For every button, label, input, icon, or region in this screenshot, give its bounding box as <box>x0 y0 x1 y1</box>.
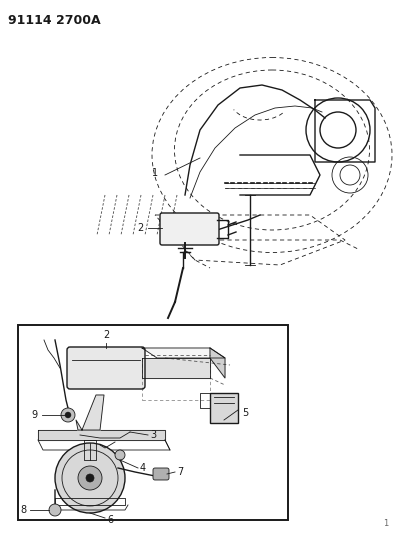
Polygon shape <box>142 348 225 358</box>
Text: 91114 2700A: 91114 2700A <box>8 14 101 27</box>
Text: 8: 8 <box>21 505 27 515</box>
Text: 5: 5 <box>242 408 248 418</box>
Circle shape <box>65 412 71 418</box>
Text: 7: 7 <box>177 467 183 477</box>
Bar <box>210 393 238 423</box>
Text: 6: 6 <box>107 515 113 525</box>
Text: 3: 3 <box>150 430 156 440</box>
Text: 1: 1 <box>152 168 158 178</box>
Circle shape <box>115 450 125 460</box>
Polygon shape <box>142 358 210 378</box>
FancyBboxPatch shape <box>67 347 145 389</box>
Circle shape <box>55 443 125 513</box>
Polygon shape <box>76 395 104 430</box>
Text: 2: 2 <box>138 223 144 233</box>
Polygon shape <box>38 430 165 440</box>
Circle shape <box>61 408 75 422</box>
Polygon shape <box>210 348 225 378</box>
FancyBboxPatch shape <box>160 213 219 245</box>
Text: 1: 1 <box>383 519 388 528</box>
Text: 2: 2 <box>103 330 109 340</box>
Text: 9: 9 <box>32 410 38 420</box>
FancyBboxPatch shape <box>153 468 169 480</box>
Text: 4: 4 <box>140 463 146 473</box>
Circle shape <box>78 466 102 490</box>
Bar <box>18 325 288 520</box>
Circle shape <box>49 504 61 516</box>
Circle shape <box>86 474 94 482</box>
